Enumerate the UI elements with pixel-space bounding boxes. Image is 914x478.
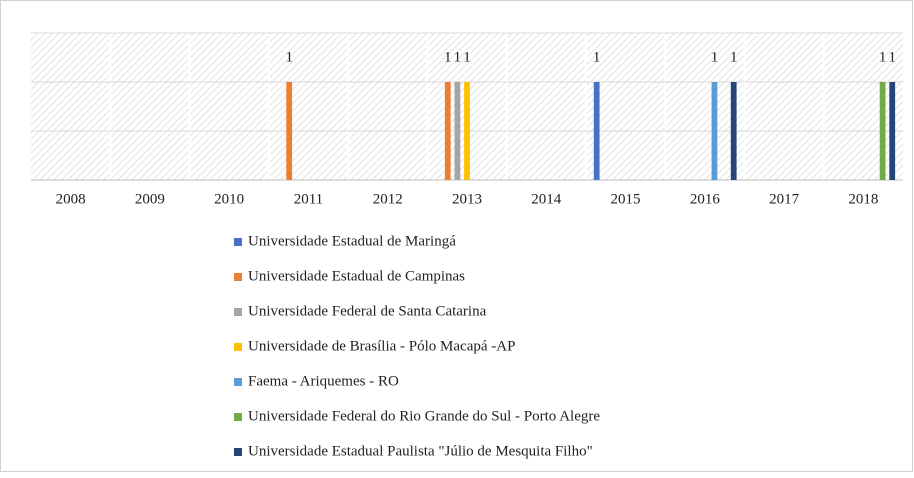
legend-swatch [234, 413, 242, 421]
x-tick-label: 2014 [531, 191, 562, 207]
x-tick-label: 2013 [452, 191, 482, 207]
legend-swatch [234, 238, 242, 246]
data-label: 1 [730, 49, 738, 65]
legend-label: Universidade Estadual de Campinas [248, 268, 465, 284]
data-label: 1 [454, 49, 462, 65]
legend-label: Universidade Estadual de Maringá [248, 233, 456, 249]
legend-label: Universidade Federal de Santa Catarina [248, 303, 487, 319]
legend-label: Universidade Estadual Paulista "Júlio de… [248, 443, 593, 459]
legend-label: Universidade Federal do Rio Grande do Su… [248, 408, 600, 424]
bar [444, 82, 451, 180]
data-label: 1 [463, 49, 471, 65]
legend-label: Universidade de Brasília - Pólo Macapá -… [248, 338, 515, 354]
bar [879, 82, 886, 180]
data-label: 1 [285, 49, 293, 65]
bar [464, 82, 470, 180]
legend-swatch [234, 378, 242, 386]
bar [889, 82, 896, 180]
data-label: 1 [879, 49, 887, 65]
x-tick-label: 2009 [135, 191, 165, 207]
x-tick-label: 2008 [56, 191, 86, 207]
bar [730, 82, 737, 180]
x-tick-label: 2015 [611, 191, 641, 207]
bar [711, 82, 718, 180]
legend-swatch [234, 273, 242, 281]
bar [454, 82, 461, 180]
data-label: 1 [593, 49, 601, 65]
data-label: 1 [444, 49, 452, 65]
bar [286, 82, 293, 180]
data-label: 1 [711, 49, 719, 65]
x-tick-label: 2012 [373, 191, 403, 207]
bar [593, 82, 600, 180]
x-tick-label: 2010 [214, 191, 244, 207]
data-label: 1 [888, 49, 896, 65]
x-tick-label: 2016 [690, 191, 721, 207]
legend-label: Faema - Ariquemes - RO [248, 373, 399, 389]
legend-swatch [234, 308, 242, 316]
legend-swatch [234, 343, 242, 351]
x-tick-label: 2018 [848, 191, 878, 207]
x-tick-label: 2017 [769, 191, 800, 207]
legend-swatch [234, 448, 242, 456]
x-tick-label: 2011 [294, 191, 323, 207]
